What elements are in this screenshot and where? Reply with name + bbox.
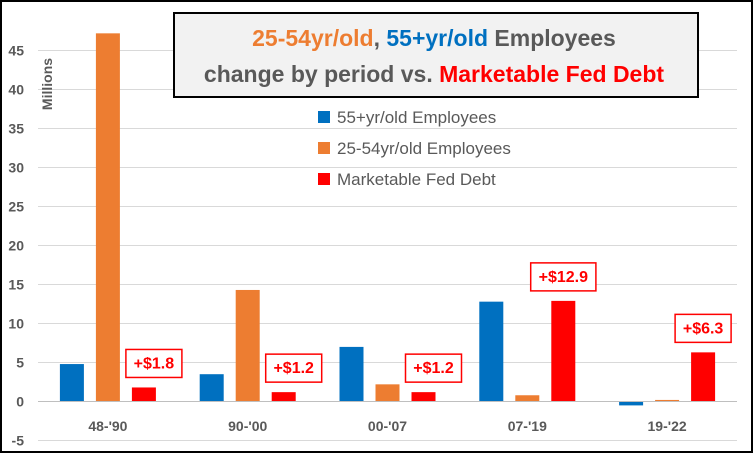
data-label: +$1.8: [125, 348, 183, 379]
bar-25-54: [235, 289, 260, 402]
y-tick-label: 20: [8, 238, 24, 254]
bar-55plus: [339, 346, 364, 402]
title-segment: Employees: [488, 25, 616, 51]
chart-title-line-2: change by period vs. Marketable Fed Debt: [204, 61, 664, 87]
y-tick-label: 10: [8, 316, 24, 332]
axes: -5 0 5 10 15 20 25 30 35 40 45 48-'90 90-'00 00-'07 07…: [8, 43, 737, 449]
bar-fed-debt: [411, 392, 436, 402]
y-tick-label: 40: [8, 82, 24, 98]
bar-chart: -5 0 5 10 15 20 25 30 35 40 45 48-'90 90-'00 00-'07 07…: [8, 12, 737, 449]
x-tick-label: 07-'19: [508, 418, 547, 434]
data-label-text: +$6.3: [683, 320, 724, 337]
bar-55plus: [59, 364, 84, 402]
bar-55plus: [479, 301, 504, 402]
data-label: +$1.2: [404, 353, 463, 383]
bar-55plus: [199, 374, 224, 402]
data-labels: +$1.8 +$1.2 +$1.2 +$12.9 +$6.3: [125, 262, 732, 383]
chart-title-line-1: 25-54yr/old, 55+yr/old Employees: [252, 25, 616, 51]
y-tick-label: 45: [8, 43, 24, 59]
x-tick-label: 19-'22: [648, 418, 687, 434]
bar-25-54: [375, 384, 400, 402]
bar-55plus: [619, 401, 644, 406]
title-segment: 55+yr/old: [386, 25, 488, 51]
legend-label: Marketable Fed Debt: [337, 170, 496, 189]
x-tick-label: 00-'07: [368, 418, 407, 434]
y-tick-label: 15: [8, 277, 24, 293]
legend-swatch: [318, 142, 330, 154]
data-label: +$12.9: [529, 262, 597, 292]
y-axis-title: Millions: [39, 58, 55, 110]
legend: 55+yr/old Employees 25-54yr/old Employees…: [318, 108, 511, 189]
title-segment: 25-54yr/old: [252, 25, 373, 51]
bars: [59, 33, 716, 406]
chart-title-box: 25-54yr/old, 55+yr/old Employees change …: [173, 12, 699, 98]
data-label-text: +$12.9: [539, 269, 588, 286]
bar-25-54: [515, 395, 540, 402]
bar-fed-debt: [691, 352, 716, 402]
y-tick-label: 5: [16, 355, 24, 371]
y-tick-label: 0: [16, 394, 24, 410]
y-tick-label: 35: [8, 121, 24, 137]
bar-fed-debt: [271, 392, 296, 402]
legend-label: 25-54yr/old Employees: [337, 139, 511, 158]
y-tick-label: -5: [12, 433, 25, 449]
data-label-text: +$1.2: [273, 360, 314, 377]
legend-swatch: [318, 173, 330, 185]
x-tick-label: 48-'90: [88, 418, 127, 434]
title-segment: ,: [374, 25, 387, 51]
bar-25-54: [95, 33, 120, 402]
y-tick-label: 25: [8, 199, 24, 215]
legend-swatch: [318, 111, 330, 123]
bar-fed-debt: [551, 300, 576, 402]
title-segment: change by period vs.: [204, 61, 439, 87]
data-label: +$6.3: [674, 313, 732, 344]
data-label: +$1.2: [264, 353, 323, 383]
data-label-text: +$1.8: [134, 355, 175, 372]
x-tick-label: 90-'00: [228, 418, 267, 434]
bar-fed-debt: [131, 387, 156, 402]
legend-label: 55+yr/old Employees: [337, 108, 496, 127]
bar-25-54: [655, 399, 680, 402]
y-tick-label: 30: [8, 160, 24, 176]
data-label-text: +$1.2: [413, 360, 454, 377]
title-segment: Marketable Fed Debt: [439, 61, 664, 87]
